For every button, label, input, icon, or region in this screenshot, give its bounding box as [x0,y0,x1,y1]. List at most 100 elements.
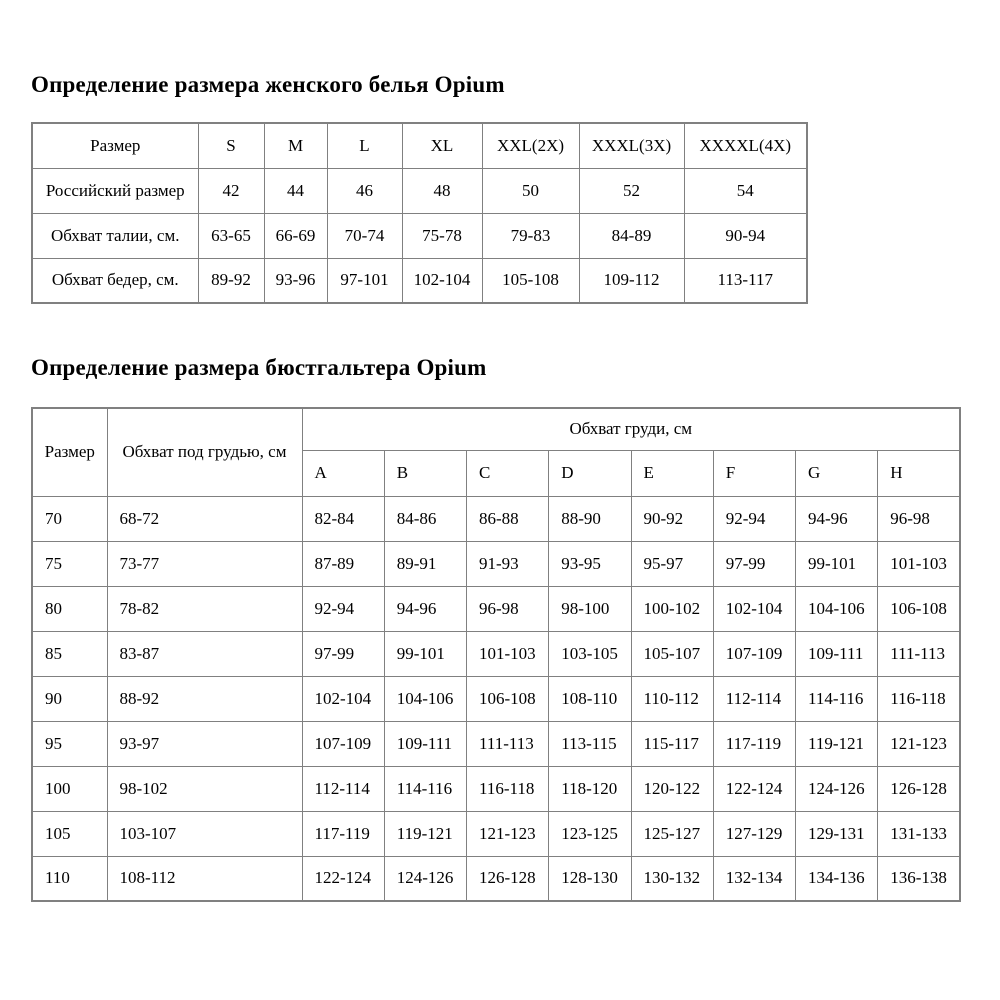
value-cell: 102-104 [401,257,483,304]
cup-value-cell: 120-122 [630,765,714,812]
cup-value-cell: 86-88 [465,495,550,542]
value-cell: 113-117 [683,257,808,304]
cup-letter-header: F [712,449,797,497]
cup-value-cell: 123-125 [548,810,632,857]
band-size-cell: 110 [31,855,108,902]
cup-value-cell: 124-126 [794,765,879,812]
bust-group-header: Обхват груди, см [301,407,961,451]
cup-value-cell: 111-113 [465,720,550,767]
band-size-cell: 100 [31,765,108,812]
cup-value-cell: 106-108 [877,585,961,632]
cup-value-cell: 129-131 [794,810,879,857]
underbust-cell: 108-112 [106,855,303,902]
cup-value-cell: 95-97 [630,540,714,587]
underwear-size-title: Определение размера женского белья Opium [31,72,505,97]
cup-value-cell: 128-130 [548,855,632,902]
bra-data-row: 95 93-97 107-109 109-111 111-113 113-115 115-1… [31,720,961,767]
cup-letter-header: C [465,449,550,497]
cup-value-cell: 107-109 [301,720,385,767]
underbust-cell: 93-97 [106,720,303,767]
cup-value-cell: 91-93 [465,540,550,587]
cup-value-cell: 114-116 [794,675,879,722]
value-cell: 63-65 [197,212,265,259]
cup-letter-header: D [548,449,632,497]
cup-letter-header: H [877,449,961,497]
cup-value-cell: 121-123 [465,810,550,857]
bra-data-row: 110 108-112 122-124 124-126 126-128 128-130 13… [31,855,961,902]
value-cell: 109-112 [578,257,685,304]
cup-value-cell: 130-132 [630,855,714,902]
value-cell: 66-69 [263,212,328,259]
bra-data-row: 100 98-102 112-114 114-116 116-118 118-120 120… [31,765,961,812]
cup-value-cell: 117-119 [712,720,797,767]
cup-value-cell: 92-94 [712,495,797,542]
cup-value-cell: 134-136 [794,855,879,902]
cup-value-cell: 99-101 [794,540,879,587]
cup-value-cell: 131-133 [877,810,961,857]
band-size-cell: 80 [31,585,108,632]
band-size-cell: 95 [31,720,108,767]
cup-value-cell: 102-104 [301,675,385,722]
cup-value-cell: 136-138 [877,855,961,902]
cup-value-cell: 118-120 [548,765,632,812]
cup-value-cell: 96-98 [877,495,961,542]
bra-data-row: 85 83-87 97-99 99-101 101-103 103-105 105-107 1… [31,630,961,677]
underwear-data-row: Обхват бедер, см. 89-92 93-96 97-101 102-104… [31,257,808,304]
size-label-header: Размер [31,122,199,169]
row-label-cell: Обхват талии, см. [31,212,199,259]
page: Определение размера женского белья Opium… [31,72,961,902]
cup-value-cell: 84-86 [383,495,468,542]
bra-data-row: 70 68-72 82-84 84-86 86-88 88-90 90-92 92-94 94-… [31,495,961,542]
underbust-cell: 68-72 [106,495,303,542]
cup-value-cell: 101-103 [877,540,961,587]
cup-value-cell: 115-117 [630,720,714,767]
underbust-cell: 73-77 [106,540,303,587]
cup-value-cell: 106-108 [465,675,550,722]
cup-value-cell: 122-124 [712,765,797,812]
underbust-cell: 98-102 [106,765,303,812]
cup-value-cell: 97-99 [301,630,385,677]
cup-value-cell: 94-96 [383,585,468,632]
bra-size-title: Определение размера бюстгальтера Opium [31,355,487,380]
value-cell: 48 [401,167,483,214]
value-cell: 75-78 [401,212,483,259]
bra-data-row: 80 78-82 92-94 94-96 96-98 98-100 100-102 102-1… [31,585,961,632]
cup-value-cell: 125-127 [630,810,714,857]
row-label-cell: Российский размер [31,167,199,214]
cup-value-cell: 112-114 [301,765,385,812]
cup-value-cell: 116-118 [877,675,961,722]
cup-value-cell: 109-111 [794,630,879,677]
band-size-cell: 75 [31,540,108,587]
value-cell: 50 [481,167,580,214]
cup-value-cell: 117-119 [301,810,385,857]
cup-value-cell: 104-106 [794,585,879,632]
cup-value-cell: 99-101 [383,630,468,677]
underbust-column-header: Обхват под грудью, см [106,407,303,497]
cup-value-cell: 126-128 [877,765,961,812]
cup-value-cell: 102-104 [712,585,797,632]
value-cell: 84-89 [578,212,685,259]
cup-value-cell: 82-84 [301,495,385,542]
cup-value-cell: 126-128 [465,855,550,902]
band-size-cell: 105 [31,810,108,857]
bra-size-column-header: Размер [31,407,108,497]
size-column-header: XL [401,122,483,169]
bra-data-row: 90 88-92 102-104 104-106 106-108 108-110 110-1… [31,675,961,722]
value-cell: 44 [263,167,328,214]
cup-value-cell: 119-121 [794,720,879,767]
value-cell: 42 [197,167,265,214]
cup-value-cell: 100-102 [630,585,714,632]
cup-value-cell: 89-91 [383,540,468,587]
size-column-header: L [326,122,403,169]
cup-value-cell: 114-116 [383,765,468,812]
cup-value-cell: 111-113 [877,630,961,677]
value-cell: 89-92 [197,257,265,304]
cup-value-cell: 96-98 [465,585,550,632]
size-column-header: XXXXL(4X) [683,122,808,169]
size-column-header: XXL(2X) [481,122,580,169]
value-cell: 52 [578,167,685,214]
underbust-cell: 88-92 [106,675,303,722]
band-size-cell: 70 [31,495,108,542]
cup-value-cell: 87-89 [301,540,385,587]
